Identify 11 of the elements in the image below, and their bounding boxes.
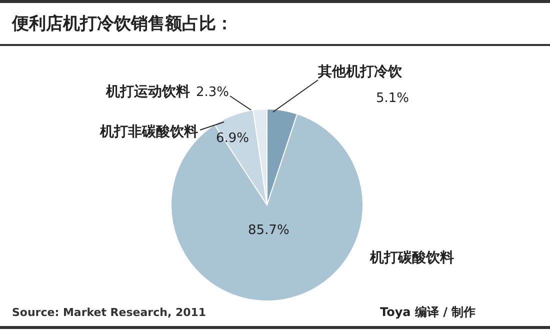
- slice-label: 机打碳酸饮料: [369, 250, 454, 266]
- data-label: 85.7%: [248, 223, 290, 238]
- data-label: 2.3%: [196, 85, 230, 100]
- slice-label: 其他机打冷饮: [317, 64, 403, 80]
- text: Toya 编译 / 制作: [380, 304, 476, 321]
- source-note: Source: Market Research, 2011: [12, 306, 206, 319]
- data-label: 6.9%: [216, 131, 250, 146]
- slice-label: 机打非碳酸饮料: [99, 124, 198, 140]
- slice-label: 机打运动饮料: [105, 84, 190, 100]
- data-label: 5.1%: [376, 91, 410, 106]
- chart-title: 便利店机打冷饮销售额占比：: [12, 13, 233, 35]
